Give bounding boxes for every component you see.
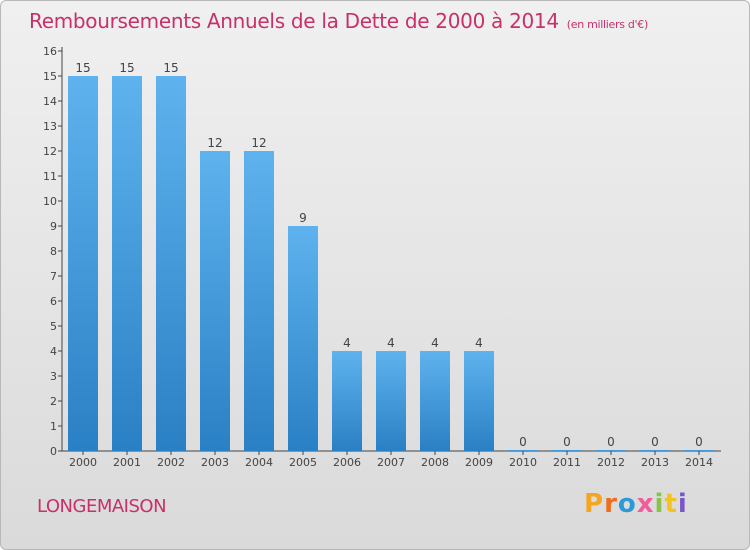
bar-value-label: 0	[651, 435, 659, 449]
bar	[508, 450, 538, 451]
bar-value-label: 4	[387, 336, 395, 350]
y-tick-label: 7	[50, 270, 57, 283]
bar-value-label: 0	[607, 435, 615, 449]
bar-value-label: 0	[519, 435, 527, 449]
bar-value-label: 0	[563, 435, 571, 449]
y-tick-label: 14	[43, 95, 57, 108]
y-tick-label: 8	[50, 245, 57, 258]
x-tick-label: 2009	[465, 456, 493, 469]
bar	[112, 76, 142, 451]
bar-value-label: 15	[163, 61, 178, 75]
chart-subtitle: (en milliers d'€)	[566, 18, 648, 31]
y-tick-label: 5	[50, 320, 57, 333]
bar-value-label: 4	[475, 336, 483, 350]
bar	[640, 450, 670, 451]
bar	[244, 151, 274, 451]
y-tick-label: 2	[50, 395, 57, 408]
logo-letter: P	[584, 489, 605, 519]
y-tick-label: 13	[43, 120, 57, 133]
y-tick-label: 3	[50, 370, 57, 383]
bar	[288, 226, 318, 451]
bars	[68, 76, 714, 451]
bar-value-label: 12	[251, 136, 266, 150]
y-tick-label: 4	[50, 345, 57, 358]
bar-value-label: 12	[207, 136, 222, 150]
bar	[156, 76, 186, 451]
x-tick-label: 2001	[113, 456, 141, 469]
chart-title: Remboursements Annuels de la Dette de 20…	[29, 9, 648, 33]
logo-letter: o	[617, 489, 637, 519]
bar	[684, 450, 714, 451]
bar-value-label: 4	[343, 336, 351, 350]
x-tick-label: 2007	[377, 456, 405, 469]
bar-value-label: 0	[695, 435, 703, 449]
bar-value-label: 4	[431, 336, 439, 350]
y-tick-label: 16	[43, 45, 57, 58]
x-tick-label: 2014	[685, 456, 713, 469]
y-tick-label: 11	[43, 170, 57, 183]
x-tick-label: 2008	[421, 456, 449, 469]
x-tick-label: 2000	[69, 456, 97, 469]
y-tick-label: 10	[43, 195, 57, 208]
y-tick-label: 9	[50, 220, 57, 233]
bar	[552, 450, 582, 451]
bar	[376, 351, 406, 451]
x-tick-label: 2005	[289, 456, 317, 469]
y-tick-label: 12	[43, 145, 57, 158]
logo-letter: t	[664, 489, 678, 519]
logo-letter: i	[654, 489, 665, 519]
x-tick-label: 2002	[157, 456, 185, 469]
y-tick-label: 1	[50, 420, 57, 433]
data-labels: 15 15 15 12 12 9 4 4 4 4 0 0 0 0 0	[75, 61, 702, 449]
proxiti-logo: Proxiti	[584, 489, 688, 519]
bar	[596, 450, 626, 451]
title-text: Remboursements Annuels de la Dette de 20…	[29, 9, 559, 33]
y-tick-label: 6	[50, 295, 57, 308]
x-tick-label: 2012	[597, 456, 625, 469]
bar	[420, 351, 450, 451]
logo-letter: x	[636, 489, 655, 519]
bar	[332, 351, 362, 451]
bar-value-label: 9	[299, 211, 307, 225]
x-tick-label: 2010	[509, 456, 537, 469]
x-tick-label: 2013	[641, 456, 669, 469]
bar	[68, 76, 98, 451]
bar-value-label: 15	[119, 61, 134, 75]
y-tick-label: 15	[43, 70, 57, 83]
bar	[464, 351, 494, 451]
logo-letter: i	[677, 489, 688, 519]
x-tick-label: 2011	[553, 456, 581, 469]
y-tick-label: 0	[50, 445, 57, 458]
bar	[200, 151, 230, 451]
x-tick-label: 2003	[201, 456, 229, 469]
x-tick-label: 2004	[245, 456, 273, 469]
x-tick-label: 2006	[333, 456, 361, 469]
commune-name: LONGEMAISON	[37, 496, 167, 517]
logo-letter: r	[604, 489, 618, 519]
bar-value-label: 15	[75, 61, 90, 75]
